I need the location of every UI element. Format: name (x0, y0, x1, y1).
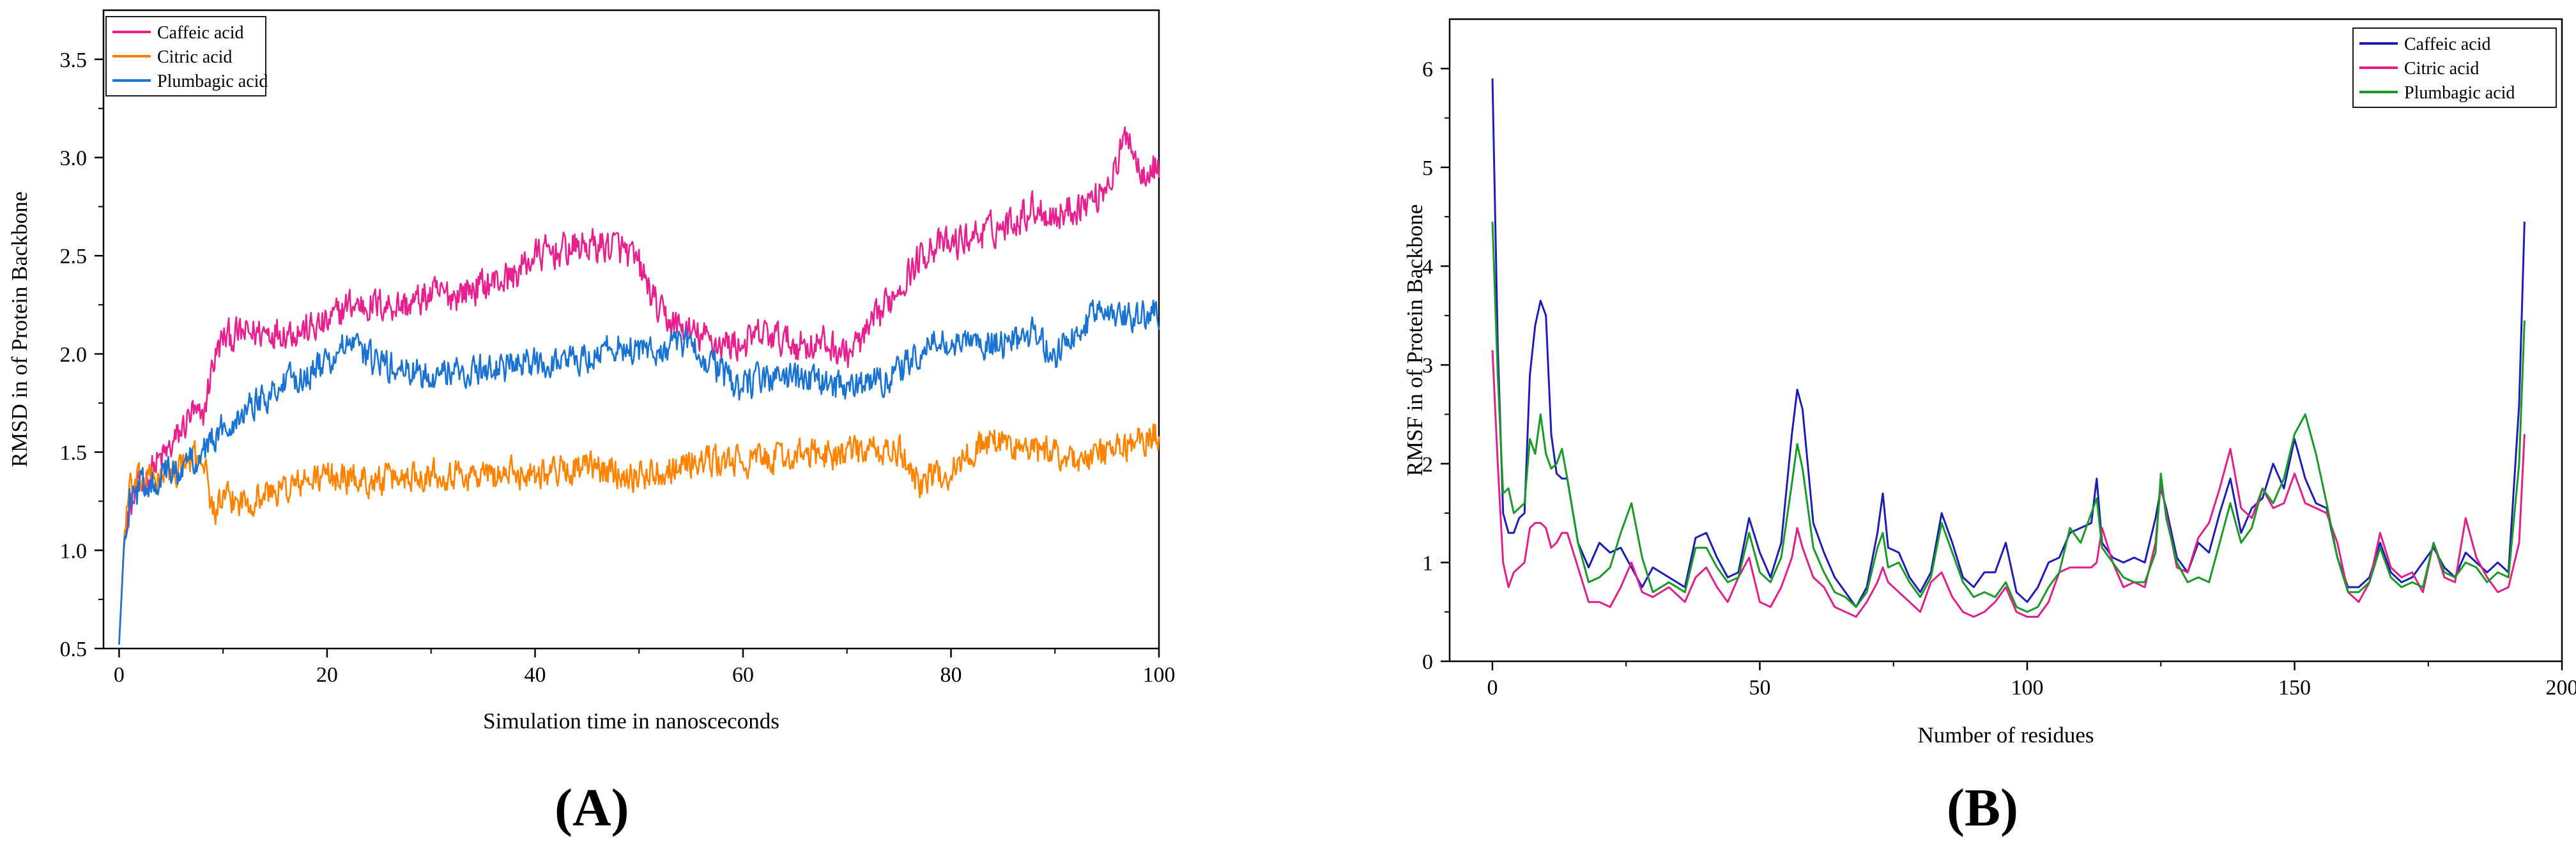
x-tick-label: 80 (940, 663, 962, 687)
rmsf-chart: 0 50 100 150 200 0 1 2 3 4 5 6 Number of residues RMS… (1402, 18, 2576, 748)
series-line-caffeic-acid (118, 126, 1160, 645)
x-axis-title: Number of residues (1917, 723, 2094, 748)
y-axis-title: RMSF in of Protein Backbone (1402, 204, 1427, 477)
rmsf-panel: 0 50 100 150 200 0 1 2 3 4 5 6 Number of residues RMS… (1288, 0, 2576, 860)
y-tick-label: 0.5 (60, 638, 88, 661)
x-tick-label: 200 (2546, 676, 2576, 700)
y-tick-label: 1 (1422, 551, 1433, 575)
series-line-citric-acid (1491, 349, 2526, 618)
panel-label-b: (B) (1947, 778, 2018, 838)
panel-label-a: (A) (555, 778, 629, 838)
x-tick-label: 0 (1487, 676, 1498, 700)
x-tick-label: 150 (2278, 676, 2311, 700)
y-tick-label: 3 (1422, 354, 1433, 378)
legend: Caffeic acid Citric acid Plumbagic acid (105, 16, 268, 96)
legend-label: Plumbagic acid (157, 72, 268, 91)
x-axis-title: Simulation time in nanosceconds (483, 709, 779, 733)
series-line-citric-acid (118, 423, 1160, 645)
legend-label: Plumbagic acid (2404, 83, 2515, 103)
y-tick-label: 1.0 (60, 539, 88, 563)
series-line-caffeic-acid (1491, 78, 2526, 608)
x-tick-label: 20 (316, 663, 338, 687)
y-tick-label: 3.0 (60, 147, 88, 171)
legend-label: Citric acid (157, 47, 232, 67)
legend: Caffeic acid Citric acid Plumbagic acid (2352, 27, 2557, 108)
plot-frame (1448, 18, 2563, 663)
series-line-plumbagic-acid (118, 299, 1160, 645)
y-tick-label: 4 (1422, 256, 1433, 279)
y-tick-label: 2.5 (60, 245, 88, 268)
y-tick-label: 2 (1422, 453, 1433, 477)
legend-label: Caffeic acid (157, 23, 244, 43)
legend-label: Citric acid (2404, 59, 2479, 79)
x-tick-label: 100 (1143, 663, 1176, 687)
x-tick-label: 40 (524, 663, 546, 687)
rmsd-panel: 0 20 40 60 80 100 0.5 1.0 1.5 2.0 2.5 3.0 3.5 Simulat… (7, 9, 1176, 838)
y-tick-label: 6 (1422, 58, 1433, 81)
x-tick-label: 60 (732, 663, 754, 687)
series-line-plumbagic-acid (1491, 221, 2526, 613)
legend-label: Caffeic acid (2404, 35, 2491, 54)
y-tick-label: 3.5 (60, 49, 88, 72)
y-tick-label: 2.0 (60, 343, 88, 367)
x-tick-label: 50 (1749, 676, 1770, 700)
y-tick-label: 0 (1422, 650, 1433, 674)
y-axis-title: RMSD in of Protein Backbone (7, 192, 32, 468)
plot-frame (102, 9, 1160, 650)
y-tick-label: 5 (1422, 157, 1433, 180)
y-tick-label: 1.5 (60, 442, 88, 465)
x-tick-label: 0 (114, 663, 125, 687)
x-tick-label: 100 (2011, 676, 2043, 700)
rmsd-chart: 0 20 40 60 80 100 0.5 1.0 1.5 2.0 2.5 3.0 3.5 Simulat… (7, 9, 1176, 733)
